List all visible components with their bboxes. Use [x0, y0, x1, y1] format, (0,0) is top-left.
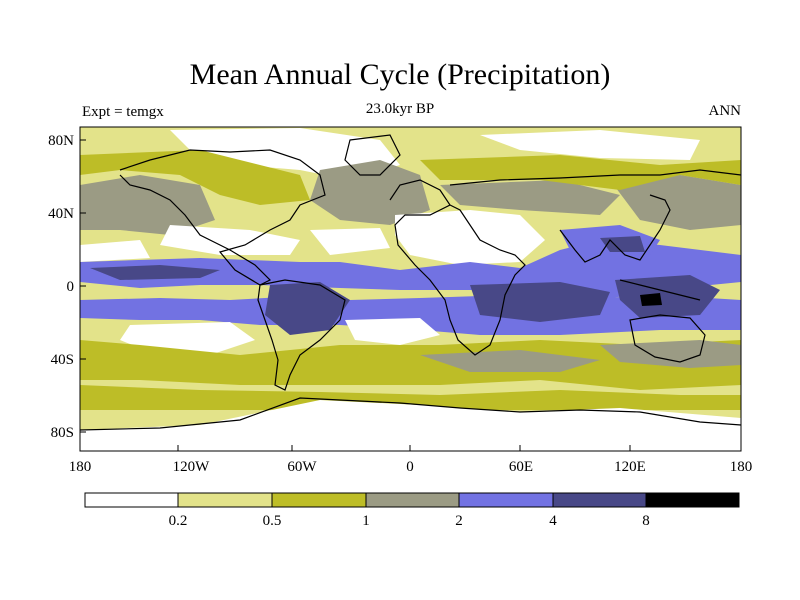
- coast-south-america: [257, 279, 346, 391]
- sahara-dry: [395, 210, 545, 265]
- x-tick-label: 120E: [614, 459, 646, 475]
- atlantic-dry-n: [310, 228, 390, 255]
- coast-europe-africa: [389, 179, 526, 356]
- colorbar-label: 0.2: [169, 513, 188, 529]
- colorbar-label: 4: [549, 513, 557, 529]
- colorbar-swatch: [84, 492, 179, 508]
- eurasia-yellow: [420, 155, 741, 190]
- coast-north-america: [119, 149, 326, 286]
- n-pacific-dry-2: [80, 240, 150, 262]
- coastlines: [80, 134, 741, 431]
- antarctica-dry: [80, 400, 741, 451]
- season-label: ANN: [708, 103, 742, 119]
- map-title: Mean Annual Cycle (Precipitation): [189, 58, 611, 91]
- x-tick-label: 60E: [509, 459, 533, 475]
- coast-australia: [629, 314, 706, 363]
- n-pacific-track-east: [610, 175, 741, 230]
- colorbar-swatch: [271, 492, 367, 508]
- itcz-core: [90, 265, 220, 280]
- y-tick-label: 0: [67, 279, 75, 295]
- n-atlantic-track: [310, 160, 430, 225]
- colorbar-label: 1: [362, 513, 370, 529]
- x-tick-label: 180: [69, 459, 92, 475]
- colorbar: [84, 492, 740, 508]
- colorbar-swatch: [365, 492, 460, 508]
- y-tick-label: 40S: [51, 352, 74, 368]
- y-tick-label: 80S: [51, 425, 74, 441]
- s-mid-gray-2: [600, 340, 741, 368]
- s-atlantic-dry: [345, 318, 440, 345]
- y-tick-label: 80N: [48, 133, 74, 149]
- colorbar-label: 2: [455, 513, 463, 529]
- colorbar-label: 8: [642, 513, 650, 529]
- tick-marks: [79, 139, 742, 451]
- x-tick-label: 0: [406, 459, 414, 475]
- warm-pool-darkest: [640, 293, 662, 306]
- x-tick-label: 60W: [287, 459, 317, 475]
- colorbar-swatch: [177, 492, 273, 508]
- map-subtitle: 23.0kyr BP: [365, 101, 435, 117]
- colorbar-swatch: [552, 492, 647, 508]
- colorbar-swatch: [645, 492, 740, 508]
- indian-ocean-core: [470, 282, 610, 322]
- y-tick-label: 40N: [48, 206, 74, 222]
- precipitation-field: [80, 127, 741, 451]
- s-asia-core: [600, 236, 645, 252]
- experiment-label: Expt = temgx: [82, 104, 164, 120]
- southern-ocean: [80, 385, 741, 410]
- amazon-core: [265, 282, 350, 335]
- itcz-band: [80, 240, 741, 300]
- s-mid-gray: [420, 350, 600, 372]
- x-tick-label: 120W: [173, 459, 211, 475]
- s-mid-yellow: [80, 340, 741, 390]
- colorbar-label: 0.5: [263, 513, 282, 529]
- x-tick-label: 180: [730, 459, 753, 475]
- siberia-dry: [480, 130, 700, 160]
- coast-asia: [449, 169, 741, 263]
- coast-maritime-continent: [619, 279, 701, 301]
- coast-antarctica: [80, 397, 741, 431]
- eurasia-track: [440, 180, 620, 215]
- colorbar-swatch: [458, 492, 554, 508]
- n-pacific-dry: [160, 225, 300, 255]
- n-pacific-track: [80, 175, 215, 235]
- coast-greenland: [344, 134, 401, 176]
